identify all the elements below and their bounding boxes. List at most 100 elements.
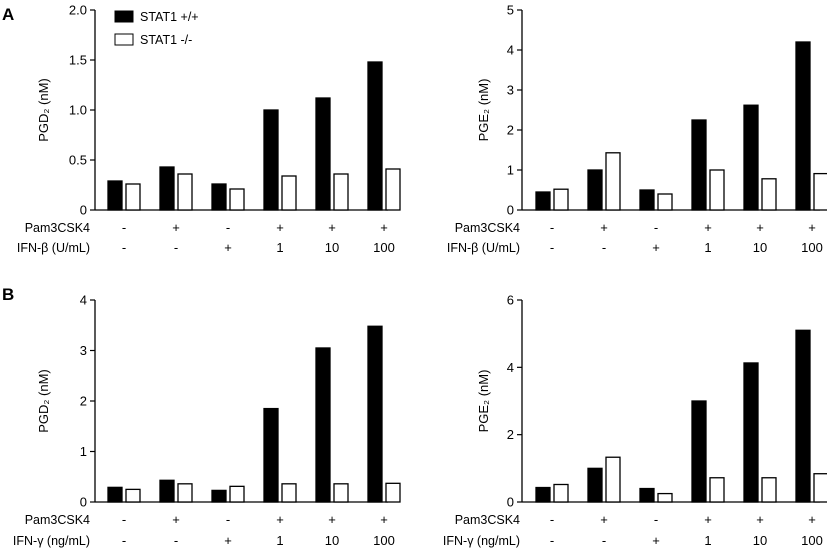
y-tick-label: 1 bbox=[80, 444, 87, 459]
condition-row-label: IFN-β (U/mL) bbox=[17, 241, 90, 255]
panel-letter-b: B bbox=[2, 285, 14, 304]
y-tick-label: 6 bbox=[507, 293, 514, 308]
y-tick-label: 4 bbox=[80, 293, 87, 308]
bar-stat1-wt bbox=[795, 41, 811, 211]
condition-cell: 10 bbox=[325, 240, 339, 255]
condition-cell: - bbox=[122, 220, 126, 235]
y-tick-label: 4 bbox=[507, 43, 514, 58]
bar-stat1-wt bbox=[211, 489, 227, 503]
condition-cell: + bbox=[652, 240, 660, 255]
bar-stat1-wt bbox=[795, 329, 811, 503]
bar-stat1-ko bbox=[333, 173, 349, 211]
bar-stat1-wt bbox=[367, 325, 383, 503]
bar-stat1-ko bbox=[605, 152, 621, 211]
bar-stat1-wt bbox=[263, 109, 279, 211]
chart-b-right: 0 2 4 6 PGE₂ (nM) Pam3CSK4 - + - + + + IFN-γ (ng/mL)… bbox=[443, 293, 827, 548]
condition-cell: - bbox=[174, 240, 178, 255]
condition-cell: - bbox=[550, 240, 554, 255]
legend-label-ko: STAT1 -/- bbox=[140, 33, 192, 47]
condition-cell: - bbox=[550, 512, 554, 527]
condition-cell: + bbox=[224, 240, 232, 255]
bar-stat1-wt bbox=[587, 169, 603, 211]
bar-stat1-ko bbox=[709, 169, 725, 211]
bar-stat1-ko bbox=[761, 178, 777, 211]
legend-label-wt: STAT1 +/+ bbox=[140, 10, 199, 24]
y-tick-label: 1 bbox=[507, 163, 514, 178]
bar-stat1-wt bbox=[743, 104, 759, 211]
bar-stat1-ko bbox=[385, 168, 401, 211]
y-tick-label: 2 bbox=[80, 394, 87, 409]
condition-cell: + bbox=[224, 533, 232, 548]
condition-cell: 1 bbox=[704, 240, 711, 255]
bar-stat1-wt bbox=[159, 166, 175, 211]
y-tick-label: 0 bbox=[80, 495, 87, 510]
condition-cell: 1 bbox=[704, 533, 711, 548]
y-tick-label: 0 bbox=[507, 203, 514, 218]
y-tick-label: 1.5 bbox=[69, 53, 87, 68]
legend-swatch-ko bbox=[114, 33, 134, 46]
bar-stat1-wt bbox=[535, 191, 551, 211]
condition-cell: 1 bbox=[276, 240, 283, 255]
y-axis-title: PGD₂ (nM) bbox=[36, 369, 51, 433]
y-tick-label: 0 bbox=[80, 203, 87, 218]
condition-row-label: Pam3CSK4 bbox=[25, 221, 90, 235]
y-tick-label: 2 bbox=[507, 427, 514, 442]
bar-stat1-ko bbox=[657, 193, 673, 211]
condition-cell: - bbox=[226, 220, 230, 235]
bar-stat1-ko bbox=[813, 172, 827, 211]
bar-stat1-wt bbox=[315, 97, 331, 211]
bar-stat1-wt bbox=[639, 487, 655, 503]
bar-stat1-ko bbox=[229, 485, 245, 503]
condition-cell: + bbox=[328, 220, 336, 235]
chart-a-left: 0 0.5 1.0 1.5 2.0 PGD₂ (nM) Pam3CSK4 - + - + + + IFN-… bbox=[17, 3, 401, 255]
bar-stat1-ko bbox=[281, 175, 297, 211]
y-axis-title: PGE₂ (nM) bbox=[476, 79, 491, 142]
condition-cell: - bbox=[602, 533, 606, 548]
bar-stat1-ko bbox=[813, 473, 827, 503]
condition-cell: - bbox=[550, 533, 554, 548]
condition-cell: - bbox=[122, 240, 126, 255]
legend: STAT1 +/+ STAT1 -/- bbox=[114, 10, 199, 47]
bar-stat1-ko bbox=[125, 183, 141, 211]
bar-stat1-wt bbox=[263, 407, 279, 503]
y-tick-label: 3 bbox=[80, 343, 87, 358]
condition-cell: + bbox=[600, 512, 608, 527]
condition-row-label: Pam3CSK4 bbox=[455, 221, 520, 235]
y-tick-label: 2 bbox=[507, 123, 514, 138]
chart-b-left: 0 1 2 3 4 PGD₂ (nM) Pam3CSK4 - + - + + + IFN-γ (ng/mL… bbox=[13, 293, 401, 548]
bar-stat1-ko bbox=[333, 483, 349, 503]
y-tick-label: 2.0 bbox=[69, 3, 87, 18]
charts-group: 0 0.5 1.0 1.5 2.0 PGD₂ (nM) Pam3CSK4 - + - + + + IFN-… bbox=[13, 3, 827, 548]
condition-cell: - bbox=[602, 240, 606, 255]
condition-cell: + bbox=[704, 220, 712, 235]
bar-stat1-ko bbox=[385, 482, 401, 503]
bar-stat1-wt bbox=[367, 61, 383, 211]
y-tick-label: 5 bbox=[507, 3, 514, 18]
bar-stat1-wt bbox=[691, 119, 707, 211]
condition-cell: + bbox=[276, 220, 284, 235]
condition-cell: 1 bbox=[276, 533, 283, 548]
condition-cell: 10 bbox=[753, 533, 767, 548]
condition-cell: 100 bbox=[801, 533, 823, 548]
bar-stat1-ko bbox=[177, 483, 193, 503]
condition-cell: 100 bbox=[801, 240, 823, 255]
bar-stat1-ko bbox=[177, 173, 193, 211]
condition-cell: + bbox=[600, 220, 608, 235]
condition-cell: + bbox=[756, 220, 764, 235]
condition-cell: + bbox=[380, 512, 388, 527]
y-tick-label: 1.0 bbox=[69, 103, 87, 118]
condition-row-label: Pam3CSK4 bbox=[455, 513, 520, 527]
y-tick-label: 0.5 bbox=[69, 153, 87, 168]
y-tick-label: 3 bbox=[507, 83, 514, 98]
condition-cell: + bbox=[172, 220, 180, 235]
y-tick-label: 0 bbox=[507, 495, 514, 510]
condition-cell: 10 bbox=[753, 240, 767, 255]
condition-row-label: IFN-β (U/mL) bbox=[447, 241, 520, 255]
condition-cell: 100 bbox=[373, 240, 395, 255]
condition-cell: + bbox=[276, 512, 284, 527]
condition-cell: + bbox=[808, 512, 816, 527]
condition-cell: + bbox=[756, 512, 764, 527]
condition-cell: 10 bbox=[325, 533, 339, 548]
bar-stat1-wt bbox=[535, 486, 551, 503]
